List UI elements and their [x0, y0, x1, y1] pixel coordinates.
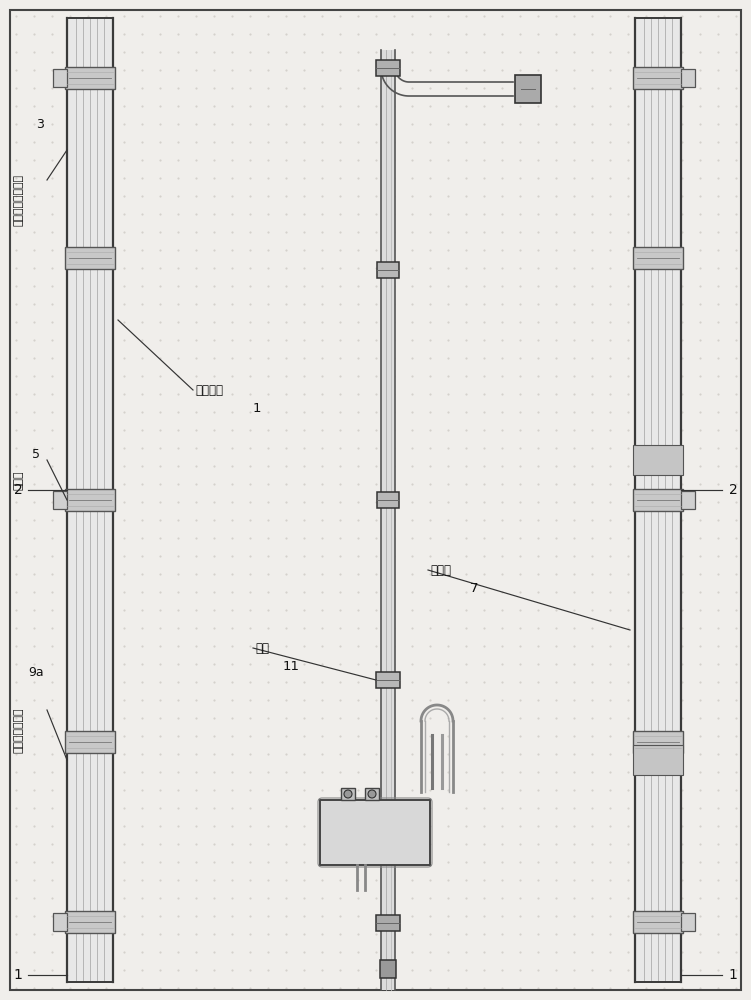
Bar	[53, 913, 67, 931]
Text: 11: 11	[283, 660, 300, 672]
Bar	[365, 788, 379, 800]
Bar	[633, 67, 683, 89]
Text: 背面固定块连接件: 背面固定块连接件	[13, 174, 23, 226]
Bar	[633, 745, 683, 775]
Bar	[53, 491, 67, 509]
Bar	[515, 75, 541, 103]
Text: 后支架: 后支架	[430, 564, 451, 576]
Bar	[376, 672, 400, 688]
Bar	[681, 913, 695, 931]
Bar	[633, 911, 683, 933]
Text: 1: 1	[14, 968, 23, 982]
Bar	[320, 800, 430, 865]
Bar	[65, 67, 115, 89]
Text: 7: 7	[470, 582, 478, 594]
Text: 背面卡勾连接件: 背面卡勾连接件	[13, 707, 23, 753]
Bar	[633, 445, 683, 475]
Text: 线夹: 线夹	[255, 642, 269, 654]
Bar	[633, 731, 683, 753]
Bar	[376, 915, 400, 931]
Bar	[380, 960, 396, 978]
Bar	[65, 489, 115, 511]
Text: 9a: 9a	[29, 666, 44, 678]
Text: 3: 3	[36, 118, 44, 131]
Bar	[65, 911, 115, 933]
Bar	[67, 18, 113, 982]
Bar	[376, 60, 400, 76]
Bar	[633, 489, 683, 511]
Bar	[53, 69, 67, 87]
Text: 2: 2	[728, 483, 737, 497]
Text: 5: 5	[32, 448, 40, 462]
Text: 2: 2	[14, 483, 23, 497]
Bar	[635, 18, 681, 982]
Bar	[65, 731, 115, 753]
Text: 光伏组件: 光伏组件	[195, 383, 223, 396]
Bar	[377, 492, 399, 508]
Text: 1: 1	[728, 968, 737, 982]
Bar	[65, 247, 115, 269]
Circle shape	[368, 790, 376, 798]
Bar	[341, 788, 355, 800]
Bar	[681, 69, 695, 87]
Bar	[633, 247, 683, 269]
Bar	[377, 262, 399, 278]
Bar	[681, 491, 695, 509]
Bar	[381, 50, 395, 990]
Text: 前支架: 前支架	[13, 470, 23, 490]
Text: 1: 1	[253, 401, 261, 414]
Circle shape	[344, 790, 352, 798]
